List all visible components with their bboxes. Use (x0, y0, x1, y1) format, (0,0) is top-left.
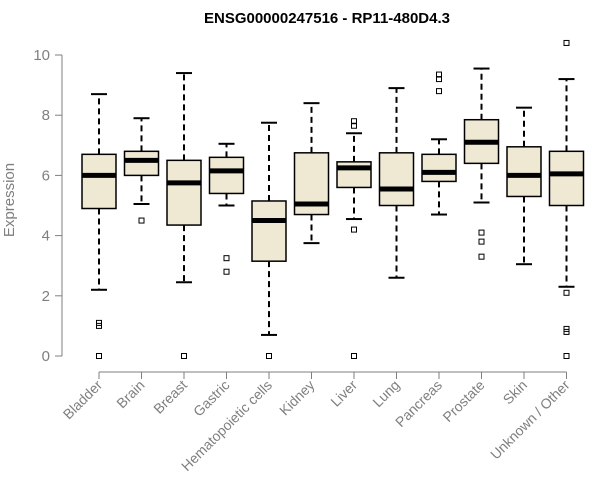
x-tick-label: Bladder (60, 377, 106, 423)
x-tick-label: Lung (369, 377, 402, 410)
outlier-point (96, 322, 102, 329)
outlier-point (181, 353, 187, 359)
y-tick-label: 6 (42, 167, 50, 184)
y-tick-label: 10 (33, 47, 50, 64)
box-breast (166, 72, 202, 359)
outlier-point (138, 217, 145, 224)
iqr-box (251, 200, 287, 262)
outlier-point (351, 226, 357, 233)
box-kidney (293, 102, 330, 245)
x-tick-label: Brain (113, 377, 147, 411)
outlier-point (223, 268, 230, 275)
iqr-box (81, 153, 117, 210)
outlier-point (563, 325, 570, 332)
outlier-point (266, 353, 272, 359)
outlier-point (351, 118, 357, 125)
outlier-point (563, 328, 570, 335)
box-brain (123, 117, 160, 224)
outlier-point (478, 253, 485, 260)
box-hematopoietic-cells (251, 121, 287, 359)
box-skin (506, 106, 542, 266)
outlier-point (478, 229, 485, 236)
outlier-point (478, 238, 485, 245)
outlier-point (351, 353, 357, 359)
outlier-point (436, 71, 442, 78)
box-prostate (463, 67, 500, 260)
outlier-point (563, 39, 570, 46)
y-tick-label: 8 (42, 107, 50, 124)
x-tick-label: Breast (150, 377, 190, 417)
y-tick-label: 0 (42, 348, 50, 365)
plot-area (81, 39, 585, 359)
box-gastric (208, 142, 245, 275)
x-tick-label: Prostate (439, 377, 487, 425)
y-tick-label: 4 (42, 228, 50, 245)
iqr-box (208, 156, 245, 195)
box-pancreas (421, 71, 457, 216)
x-tick-label: Kidney (276, 377, 318, 419)
iqr-box (506, 146, 542, 198)
x-tick-label: Unknown / Other (487, 377, 573, 463)
outlier-point (563, 353, 570, 359)
outlier-point (563, 289, 570, 296)
box-liver (336, 118, 372, 359)
x-tick-label: Liver (327, 377, 360, 410)
y-axis-label: Expression (1, 163, 18, 237)
chart-title: ENSG00000247516 - RP11-480D4.3 (204, 10, 450, 27)
x-tick-label: Pancreas (392, 377, 445, 430)
outlier-point (223, 255, 230, 262)
iqr-box (421, 153, 457, 183)
iqr-box (378, 152, 415, 207)
iqr-box (166, 159, 202, 226)
outlier-point (436, 88, 442, 95)
iqr-box (123, 150, 160, 177)
y-tick-label: 2 (42, 288, 50, 305)
iqr-box (548, 150, 585, 207)
x-tick-label: Skin (500, 377, 531, 408)
box-unknown-other (548, 39, 585, 359)
y-axis: 0 2 4 6 8 10 (33, 47, 63, 365)
outlier-point (96, 353, 102, 359)
box-lung (378, 87, 415, 279)
box-bladder (81, 93, 117, 359)
outlier-point (96, 319, 102, 326)
